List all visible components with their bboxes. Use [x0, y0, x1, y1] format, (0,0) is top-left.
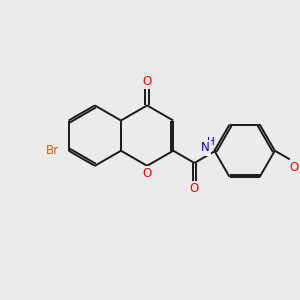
- Text: H: H: [207, 137, 215, 147]
- Text: Br: Br: [46, 144, 59, 157]
- Text: O: O: [290, 161, 299, 174]
- Text: O: O: [142, 167, 152, 180]
- Text: O: O: [190, 182, 199, 195]
- Text: O: O: [142, 75, 152, 88]
- Text: N: N: [201, 141, 210, 154]
